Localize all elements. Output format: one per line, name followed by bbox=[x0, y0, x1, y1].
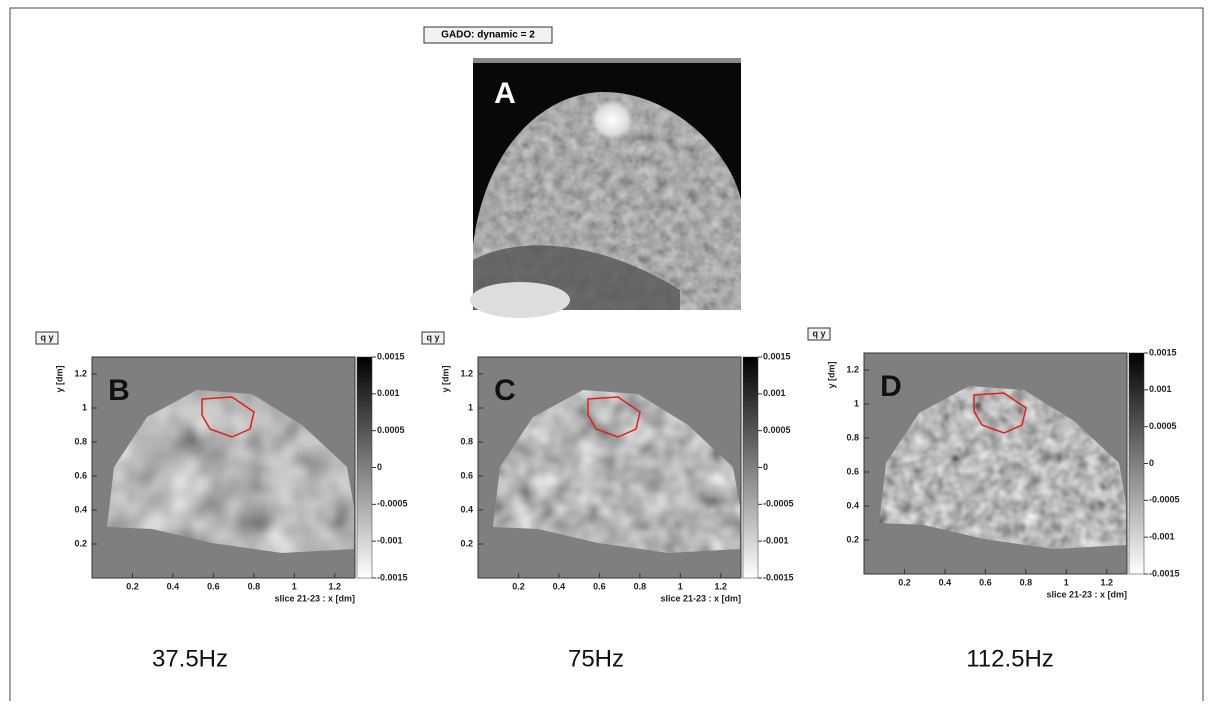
image-lesion bbox=[590, 100, 634, 140]
colorbar-tick-label: -0.0015 bbox=[763, 572, 794, 582]
colorbar-tick-label: 0.001 bbox=[763, 388, 786, 398]
y-tick-label: 1.2 bbox=[846, 364, 859, 374]
colorbar-tick-label: 0.0015 bbox=[1149, 347, 1177, 357]
x-tick-label: 1 bbox=[678, 581, 683, 591]
colorbar-tick-label: -0.0015 bbox=[377, 572, 408, 582]
image-title: GADO: dynamic = 2 bbox=[441, 30, 535, 41]
roi-contour bbox=[201, 396, 255, 438]
panel-title-box bbox=[421, 331, 445, 345]
x-tick-label: 0.8 bbox=[634, 581, 647, 591]
x-tick-label: 0.6 bbox=[979, 577, 992, 587]
colorbar-tick-label: 0.0005 bbox=[763, 425, 791, 435]
colorbar-tick-label: -0.0015 bbox=[1149, 568, 1180, 578]
panel-title: q y bbox=[426, 332, 439, 342]
roi-contour bbox=[973, 392, 1027, 434]
colorbar-tick-label: -0.001 bbox=[763, 536, 789, 546]
x-tick-label: 1.2 bbox=[329, 581, 342, 591]
y-tick-label: 1.2 bbox=[460, 368, 473, 378]
colorbar bbox=[356, 356, 373, 579]
frame bbox=[9, 7, 1204, 701]
colorbar-tick-label: 0.0005 bbox=[1149, 421, 1177, 431]
frequency-caption: 75Hz bbox=[568, 645, 624, 672]
x-tick-label: 0.2 bbox=[898, 577, 911, 587]
x-axis-label: slice 21-23 : x [dm] bbox=[1046, 589, 1127, 599]
x-tick-label: 0.2 bbox=[512, 581, 525, 591]
x-tick-label: 1.2 bbox=[1101, 577, 1114, 587]
x-tick-label: 1 bbox=[292, 581, 297, 591]
colorbar bbox=[1128, 352, 1145, 575]
panel-title-box bbox=[35, 331, 59, 345]
panel-letter: D bbox=[880, 370, 902, 403]
image-edge bbox=[473, 58, 741, 63]
y-axis-label: y [dm] bbox=[440, 365, 450, 392]
colorbar-tick-label: 0.001 bbox=[377, 388, 400, 398]
y-tick-label: 0.2 bbox=[74, 538, 87, 548]
x-axis-label: slice 21-23 : x [dm] bbox=[274, 593, 355, 603]
y-axis-label: y [dm] bbox=[826, 361, 836, 388]
x-tick-label: 0.4 bbox=[553, 581, 566, 591]
y-tick-label: 0.6 bbox=[846, 466, 859, 476]
colorbar-tick-label: -0.0005 bbox=[377, 499, 408, 509]
x-axis-label: slice 21-23 : x [dm] bbox=[660, 593, 741, 603]
y-axis-label: y [dm] bbox=[54, 365, 64, 392]
x-tick-label: 0.4 bbox=[939, 577, 952, 587]
y-tick-label: 0.6 bbox=[460, 470, 473, 480]
y-tick-label: 1 bbox=[854, 398, 859, 408]
y-tick-label: 0.8 bbox=[74, 436, 87, 446]
y-tick-label: 0.4 bbox=[460, 504, 473, 514]
colorbar-tick-label: -0.001 bbox=[377, 536, 403, 546]
y-tick-label: 0.2 bbox=[460, 538, 473, 548]
y-tick-label: 1 bbox=[82, 402, 87, 412]
mri-image bbox=[470, 58, 741, 318]
colorbar-tick-label: -0.0005 bbox=[1149, 495, 1180, 505]
panel-letter: B bbox=[108, 374, 130, 407]
image-bright-region bbox=[470, 282, 570, 318]
colorbar-tick-label: 0 bbox=[377, 462, 382, 472]
x-tick-label: 1 bbox=[1064, 577, 1069, 587]
colorbar-tick-label: 0.0005 bbox=[377, 425, 405, 435]
y-tick-label: 0.4 bbox=[74, 504, 87, 514]
plot-frame bbox=[477, 356, 742, 579]
colorbar-tick-label: 0 bbox=[763, 462, 768, 472]
x-tick-label: 1.2 bbox=[715, 581, 728, 591]
x-tick-label: 0.2 bbox=[126, 581, 139, 591]
panel-title-box bbox=[807, 327, 831, 341]
colorbar-tick-label: -0.0005 bbox=[763, 499, 794, 509]
x-tick-label: 0.6 bbox=[207, 581, 220, 591]
panel-title: q y bbox=[812, 328, 825, 338]
image-title-box bbox=[423, 26, 553, 44]
colorbar-tick-label: 0.0015 bbox=[763, 351, 791, 361]
colorbar-tick-label: -0.001 bbox=[1149, 532, 1175, 542]
colorbar-tick-label: 0 bbox=[1149, 458, 1154, 468]
panel-letter: C bbox=[494, 374, 516, 407]
colorbar bbox=[742, 356, 759, 579]
roi-contour bbox=[587, 396, 641, 438]
y-tick-label: 0.4 bbox=[846, 500, 859, 510]
y-tick-label: 0.2 bbox=[846, 534, 859, 544]
plot-frame bbox=[91, 356, 356, 579]
panel-letter: A bbox=[494, 77, 516, 110]
panel-title: q y bbox=[40, 332, 53, 342]
x-tick-label: 0.8 bbox=[1020, 577, 1033, 587]
x-tick-label: 0.4 bbox=[167, 581, 180, 591]
frequency-caption: 37.5Hz bbox=[152, 645, 228, 672]
y-tick-label: 0.8 bbox=[460, 436, 473, 446]
x-tick-label: 0.8 bbox=[248, 581, 261, 591]
y-tick-label: 1.2 bbox=[74, 368, 87, 378]
colorbar-tick-label: 0.0015 bbox=[377, 351, 405, 361]
x-tick-label: 0.6 bbox=[593, 581, 606, 591]
colorbar-tick-label: 0.001 bbox=[1149, 384, 1172, 394]
y-tick-label: 1 bbox=[468, 402, 473, 412]
y-tick-label: 0.6 bbox=[74, 470, 87, 480]
frequency-caption: 112.5Hz bbox=[966, 645, 1054, 672]
plot-frame bbox=[863, 352, 1128, 575]
y-tick-label: 0.8 bbox=[846, 432, 859, 442]
